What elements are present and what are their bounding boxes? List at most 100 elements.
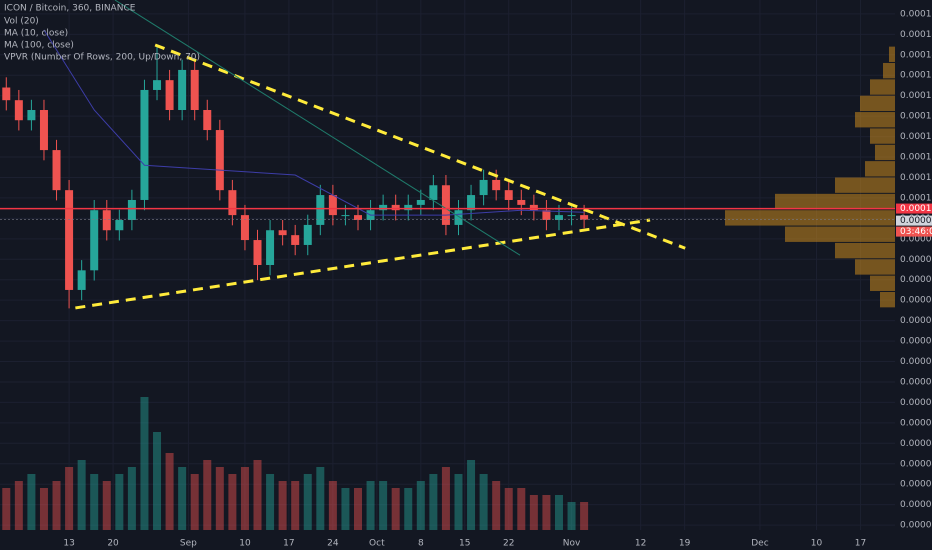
x-tick-label: 19 [679, 539, 691, 549]
candle-body [178, 69, 187, 111]
candle-body [467, 195, 476, 211]
volume-bar [102, 481, 111, 530]
y-tick-label: 0.0000350 [900, 480, 932, 490]
volume-bar [316, 467, 325, 530]
x-tick-label: Sep [180, 539, 197, 549]
volume-bar [492, 481, 501, 530]
candle-body [14, 100, 23, 121]
trend-line [154, 43, 686, 250]
price-tag-label: 0.0001024 [900, 204, 932, 214]
candle-body [542, 210, 551, 221]
y-tick-label: 0.0001300 [900, 91, 932, 101]
legend-entry: Vol (20) [4, 17, 39, 27]
y-tick-label: 0.0001500 [900, 9, 932, 19]
volume-bar [391, 488, 400, 530]
y-tick-label: 0.0000700 [900, 337, 932, 347]
volume-bar [127, 467, 136, 530]
volume-profile-bar [875, 144, 895, 161]
volume-bar [517, 488, 526, 530]
volume-profile-bar [835, 177, 895, 193]
x-tick-label: 24 [327, 539, 339, 549]
y-tick-label: 0.0001150 [900, 153, 932, 163]
volume-bar [153, 432, 162, 530]
volume-profile-bar [865, 161, 895, 177]
candle-body [165, 80, 174, 111]
candle-body [580, 215, 589, 220]
candle-body [2, 87, 11, 101]
volume-profile-bar [870, 275, 895, 291]
candle-body [328, 195, 337, 216]
y-tick-label: 0.0001050 [900, 193, 932, 203]
volume-bar [90, 474, 99, 530]
y-tick-label: 0.0000950 [900, 234, 932, 244]
volume-bar [542, 495, 551, 530]
candle-body [90, 210, 99, 271]
volume-bar [554, 495, 563, 530]
volume-bar [253, 460, 262, 530]
volume-bar [379, 481, 388, 530]
y-tick-label: 0.0000650 [900, 357, 932, 367]
volume-bar [228, 474, 237, 530]
candle-body [65, 190, 74, 290]
volume-bar [416, 481, 425, 530]
volume-profile-bar [835, 242, 895, 259]
ma-line [43, 29, 585, 216]
candle-body [77, 270, 86, 290]
price-tag [896, 215, 932, 226]
candle-body [479, 179, 488, 196]
volume-bar [404, 488, 413, 530]
volume-bar [140, 397, 149, 530]
candle-body [429, 185, 438, 200]
volume-bar [441, 467, 450, 530]
volume-bar [278, 481, 287, 530]
y-tick-label: 0.0000500 [900, 418, 932, 428]
candle-body [441, 185, 450, 225]
x-tick-label: 15 [459, 539, 470, 549]
x-tick-label: Dec [751, 539, 768, 549]
volume-bar [39, 488, 48, 530]
candle-body [253, 240, 262, 265]
candle-body [102, 210, 111, 231]
candle-body [153, 80, 162, 90]
volume-bar [52, 481, 61, 530]
volume-bar [303, 474, 312, 530]
y-tick-label: 0.0001350 [900, 71, 932, 81]
volume-profile-bar [725, 210, 895, 226]
y-tick-label: 0.0000850 [900, 275, 932, 285]
candle-body [266, 230, 275, 265]
legend-entry: MA (100, close) [4, 41, 74, 51]
volume-bar [77, 460, 86, 530]
x-tick-label: 17 [283, 539, 294, 549]
volume-bar [366, 481, 375, 530]
countdown-label: 03:46:06 [900, 227, 932, 237]
candle-body [391, 204, 400, 211]
candle-body [341, 215, 350, 217]
volume-profile-bar [855, 259, 895, 275]
volume-profile-bar [883, 62, 895, 79]
candle-body [404, 204, 413, 211]
candle-body [127, 199, 136, 221]
x-tick-label: 12 [635, 539, 646, 549]
candle-body [240, 215, 249, 241]
y-tick-label: 0.0001450 [900, 30, 932, 40]
candle-body [140, 89, 149, 200]
candle-body [567, 215, 576, 217]
volume-bar [291, 481, 300, 530]
candle-body [215, 130, 224, 191]
candle-body [291, 235, 300, 245]
volume-bar [341, 488, 350, 530]
legend-entry: VPVR (Number Of Rows, 200, Up/Down, 70) [4, 53, 200, 63]
volume-bar [165, 453, 174, 530]
volume-bar [203, 460, 212, 530]
y-tick-label: 0.0000900 [900, 255, 932, 265]
volume-bar [467, 460, 476, 530]
volume-bar [454, 474, 463, 530]
y-tick-label: 0.0001100 [900, 173, 932, 183]
candle-body [39, 110, 48, 151]
volume-bar [328, 481, 337, 530]
candle-body [228, 190, 237, 216]
x-tick-label: Oct [369, 539, 385, 549]
y-tick-label: 0.0000250 [900, 521, 932, 531]
